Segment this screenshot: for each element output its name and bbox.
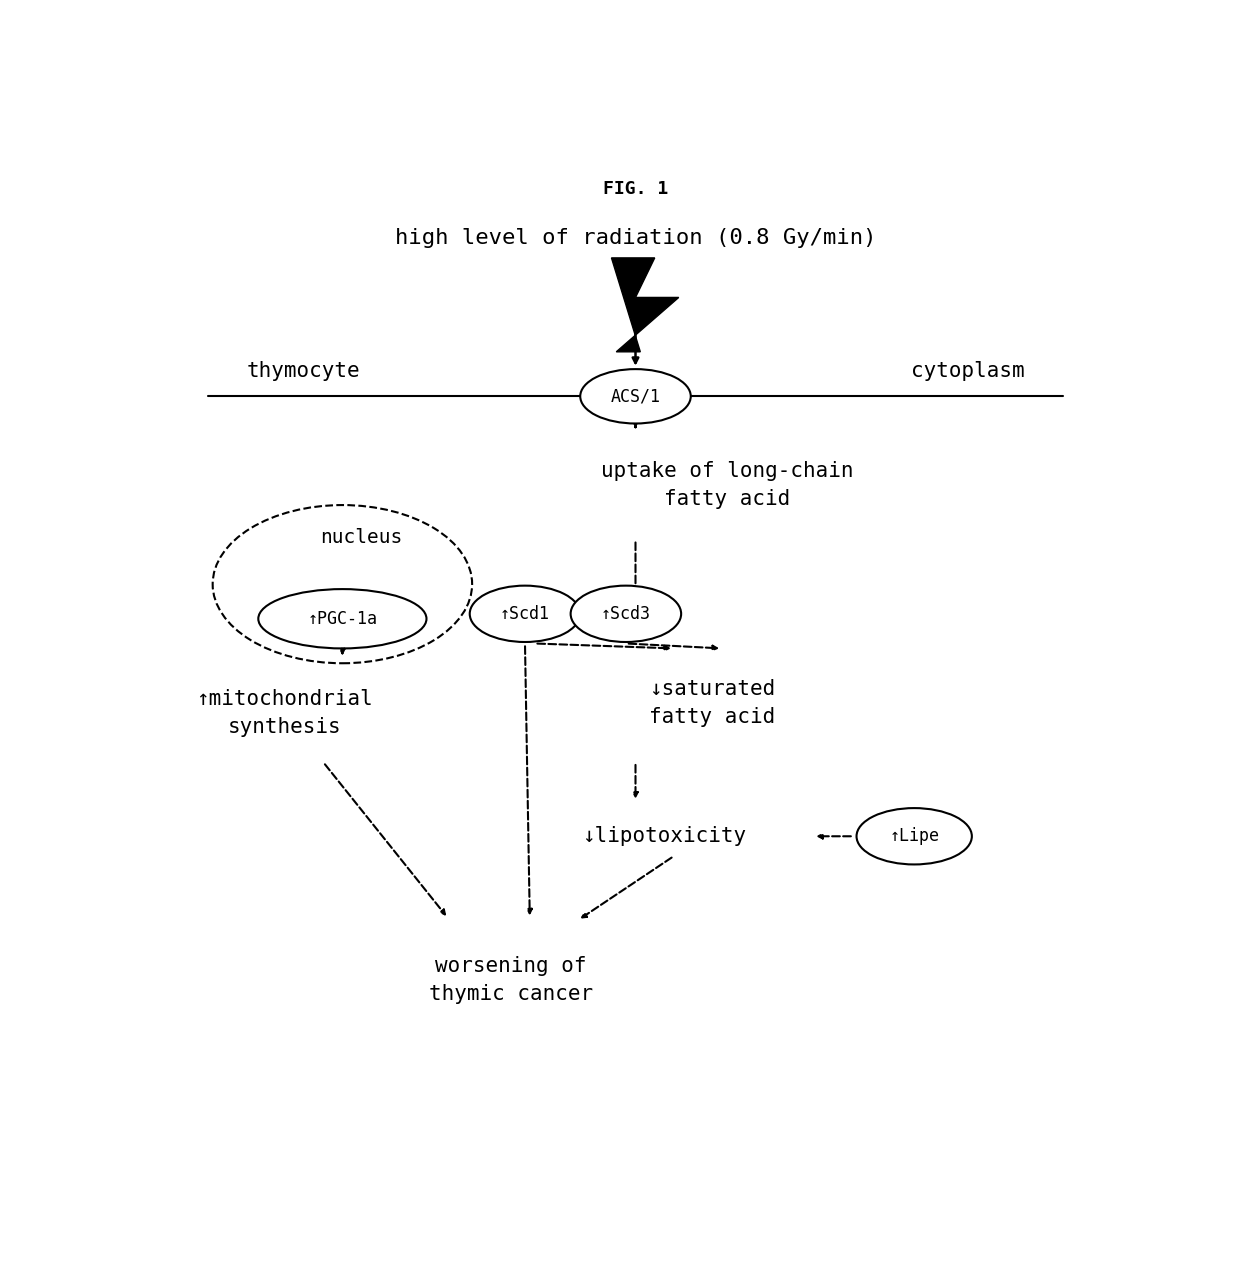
Text: cytoplasm: cytoplasm [911,362,1024,381]
Text: ↑Lipe: ↑Lipe [889,827,939,845]
Text: uptake of long-chain
fatty acid: uptake of long-chain fatty acid [600,461,853,510]
Text: ↓lipotoxicity: ↓lipotoxicity [583,827,746,846]
Text: high level of radiation (0.8 Gy/min): high level of radiation (0.8 Gy/min) [394,229,877,248]
Text: ↓saturated
fatty acid: ↓saturated fatty acid [650,679,775,727]
Ellipse shape [857,808,972,864]
Text: thymocyte: thymocyte [247,362,360,381]
Text: nucleus: nucleus [320,528,403,547]
Ellipse shape [470,586,580,642]
Ellipse shape [570,586,681,642]
Ellipse shape [580,369,691,424]
Text: ↑mitochondrial
synthesis: ↑mitochondrial synthesis [196,688,373,737]
Text: ↑PGC-1a: ↑PGC-1a [308,610,377,628]
Ellipse shape [258,589,427,648]
Text: worsening of
thymic cancer: worsening of thymic cancer [429,955,593,1004]
Polygon shape [611,258,678,352]
Text: FIG. 1: FIG. 1 [603,180,668,198]
Text: ↑Scd3: ↑Scd3 [601,605,651,623]
Text: ↑Scd1: ↑Scd1 [500,605,551,623]
Text: ACS/1: ACS/1 [610,388,661,406]
